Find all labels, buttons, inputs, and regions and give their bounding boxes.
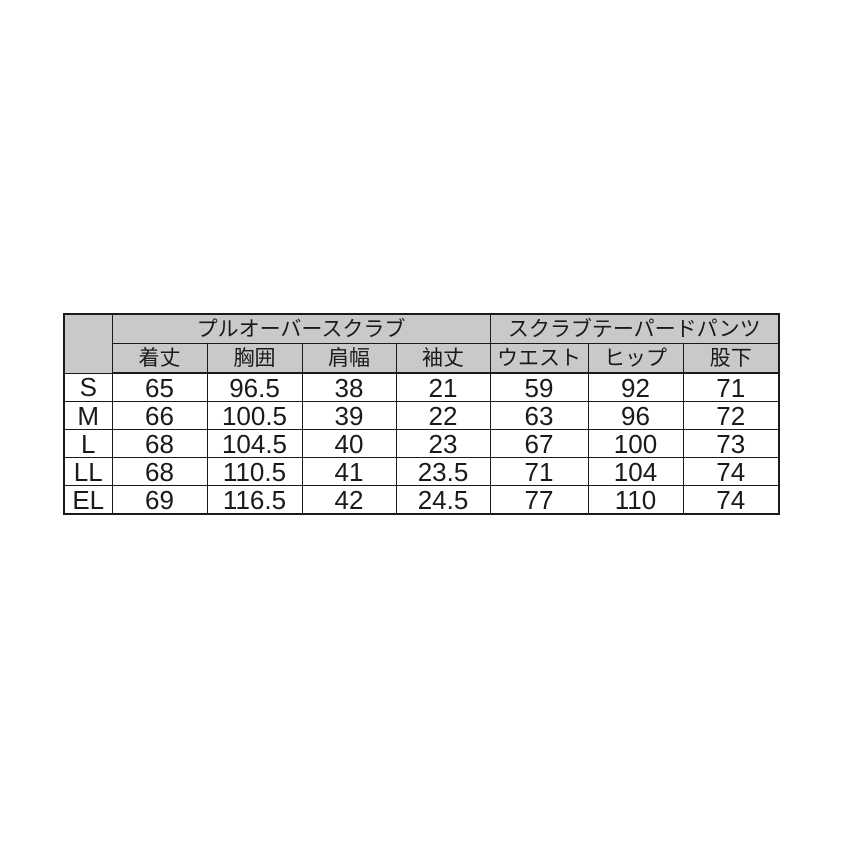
row-size-label: L bbox=[63, 429, 113, 458]
cell-l-shoulder: 40 bbox=[301, 429, 397, 458]
cell-m-body-length: 66 bbox=[111, 401, 208, 430]
cell-ll-hip: 104 bbox=[587, 457, 684, 486]
table-row-size-m: M 66 100.5 39 22 63 96 72 bbox=[63, 401, 780, 430]
cell-l-chest: 104.5 bbox=[206, 429, 303, 458]
cell-l-body-length: 68 bbox=[111, 429, 208, 458]
column-header-chest: 胸囲 bbox=[206, 343, 303, 374]
column-header-shoulder-width: 肩幅 bbox=[301, 343, 397, 374]
row-size-label: M bbox=[63, 401, 113, 430]
table-row-size-l: L 68 104.5 40 23 67 100 73 bbox=[63, 429, 780, 458]
cell-s-sleeve: 21 bbox=[395, 372, 491, 402]
column-header-inseam: 股下 bbox=[682, 343, 780, 374]
column-header-row: 着丈 胸囲 肩幅 袖丈 ウエスト ヒップ 股下 bbox=[64, 343, 780, 374]
cell-el-hip: 110 bbox=[587, 485, 684, 515]
cell-ll-chest: 110.5 bbox=[206, 457, 303, 486]
cell-s-shoulder: 38 bbox=[301, 372, 397, 402]
cell-m-chest: 100.5 bbox=[206, 401, 303, 430]
group-header-row: プルオーバースクラブ スクラブテーパードパンツ bbox=[63, 313, 780, 374]
cell-el-sleeve: 24.5 bbox=[395, 485, 491, 515]
cell-m-shoulder: 39 bbox=[301, 401, 397, 430]
cell-m-hip: 96 bbox=[587, 401, 684, 430]
cell-el-body-length: 69 bbox=[111, 485, 208, 515]
column-header-waist: ウエスト bbox=[489, 343, 589, 374]
cell-el-inseam: 74 bbox=[682, 485, 780, 515]
table-row-size-el: EL 69 116.5 42 24.5 77 110 74 bbox=[63, 485, 780, 515]
group-header-pullover-scrub: プルオーバースクラブ bbox=[111, 313, 491, 344]
table-row-size-ll: LL 68 110.5 41 23.5 71 104 74 bbox=[63, 457, 780, 486]
cell-m-sleeve: 22 bbox=[395, 401, 491, 430]
size-chart-table: プルオーバースクラブ スクラブテーパードパンツ 着丈 胸囲 肩幅 袖丈 ウエスト… bbox=[63, 313, 780, 515]
group-header-tapered-pants: スクラブテーパードパンツ bbox=[489, 313, 780, 344]
cell-s-inseam: 71 bbox=[682, 372, 780, 402]
cell-l-hip: 100 bbox=[587, 429, 684, 458]
cell-m-inseam: 72 bbox=[682, 401, 780, 430]
cell-ll-inseam: 74 bbox=[682, 457, 780, 486]
cell-l-sleeve: 23 bbox=[395, 429, 491, 458]
column-header-hip: ヒップ bbox=[587, 343, 684, 374]
table-row-size-s: S 65 96.5 38 21 59 92 71 bbox=[63, 372, 780, 402]
cell-el-waist: 77 bbox=[489, 485, 589, 515]
row-size-label: EL bbox=[63, 485, 113, 515]
cell-s-chest: 96.5 bbox=[206, 372, 303, 402]
cell-l-waist: 67 bbox=[489, 429, 589, 458]
cell-s-body-length: 65 bbox=[111, 372, 208, 402]
row-size-label: LL bbox=[63, 457, 113, 486]
cell-s-waist: 59 bbox=[489, 372, 589, 402]
cell-el-chest: 116.5 bbox=[206, 485, 303, 515]
row-size-label: S bbox=[63, 372, 113, 402]
cell-s-hip: 92 bbox=[587, 372, 684, 402]
column-header-sleeve-length: 袖丈 bbox=[395, 343, 491, 374]
cell-m-waist: 63 bbox=[489, 401, 589, 430]
column-header-body-length: 着丈 bbox=[111, 343, 208, 374]
cell-ll-shoulder: 41 bbox=[301, 457, 397, 486]
cell-l-inseam: 73 bbox=[682, 429, 780, 458]
cell-el-shoulder: 42 bbox=[301, 485, 397, 515]
cell-ll-body-length: 68 bbox=[111, 457, 208, 486]
cell-ll-waist: 71 bbox=[489, 457, 589, 486]
corner-cell bbox=[63, 313, 113, 374]
cell-ll-sleeve: 23.5 bbox=[395, 457, 491, 486]
